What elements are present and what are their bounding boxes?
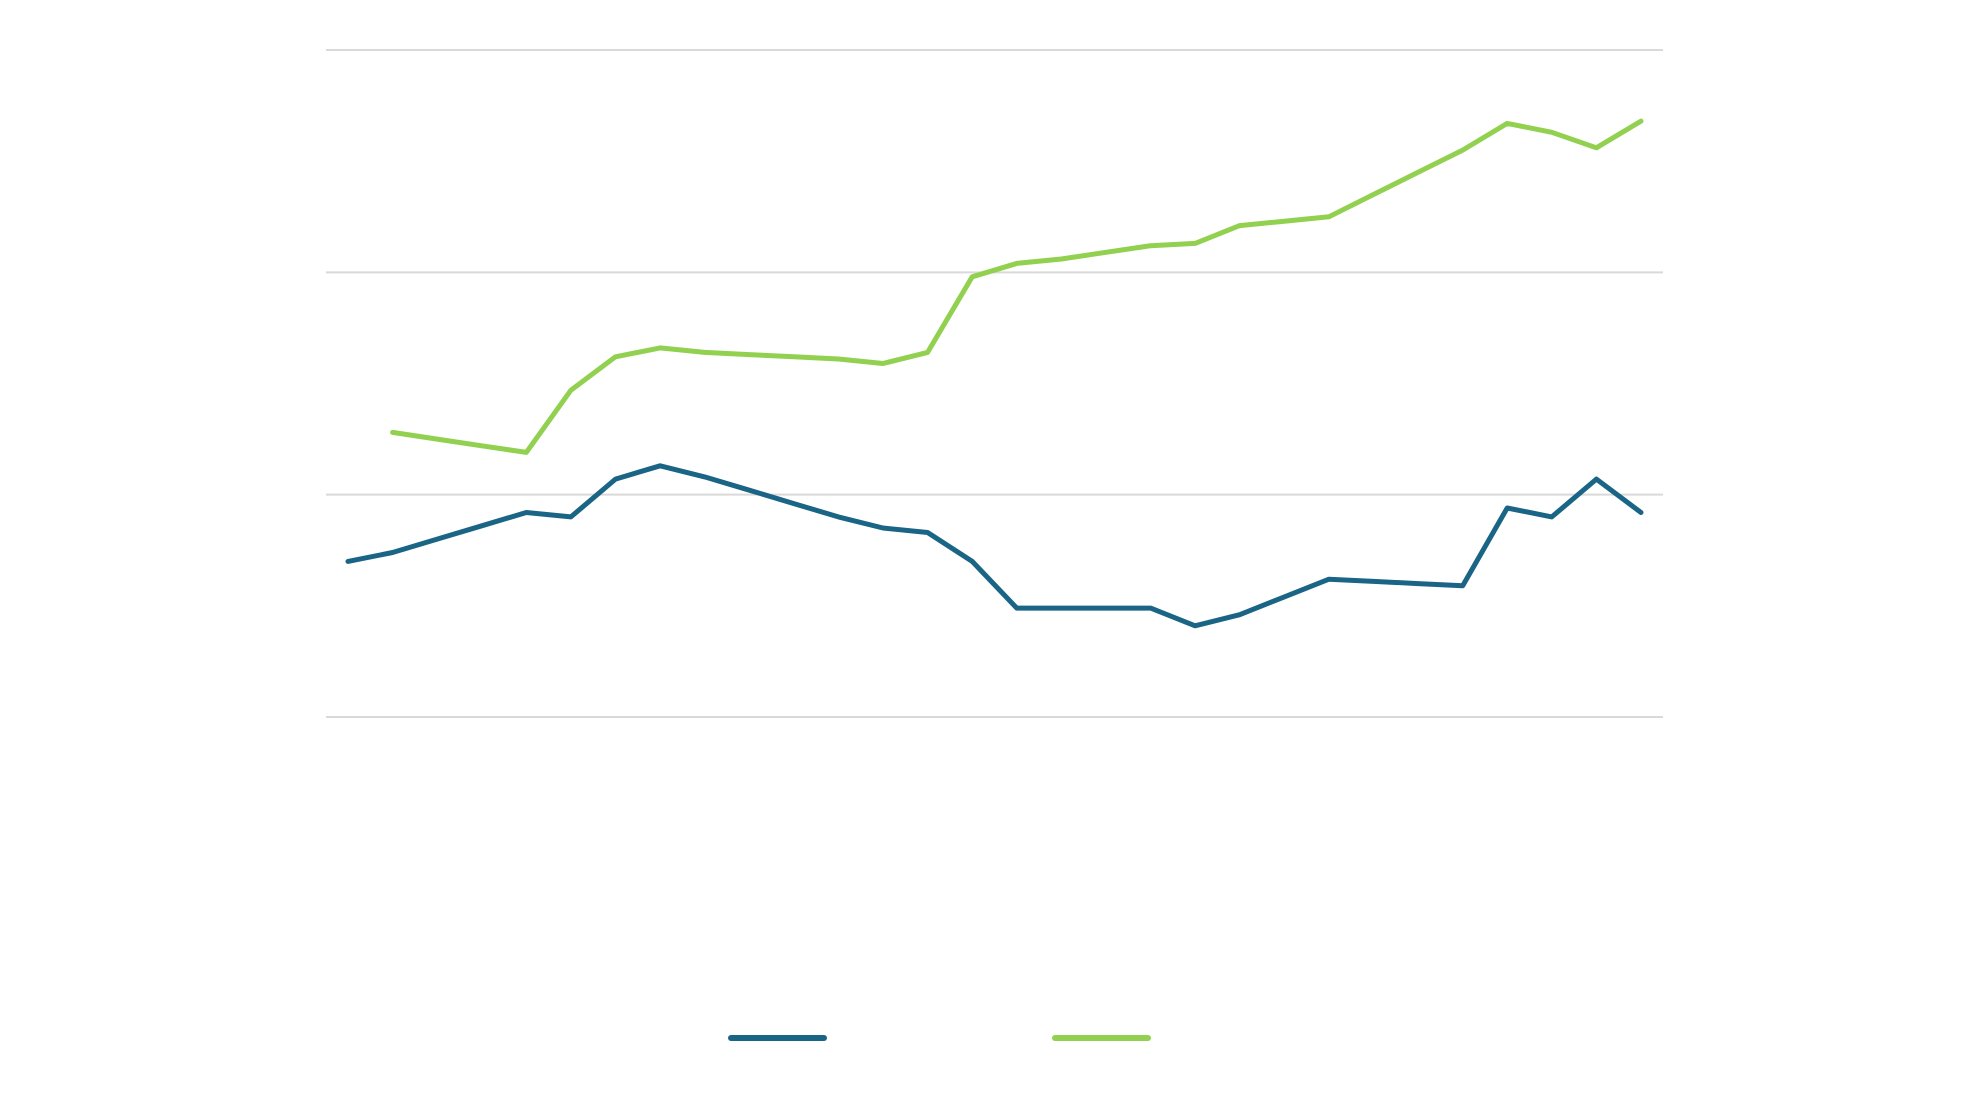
series-line	[345, 463, 1644, 629]
series-line	[390, 118, 1644, 455]
